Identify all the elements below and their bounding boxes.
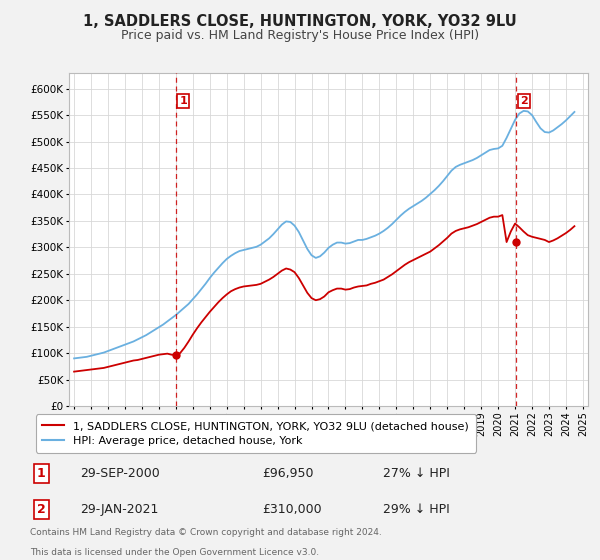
Text: This data is licensed under the Open Government Licence v3.0.: This data is licensed under the Open Gov… (30, 548, 319, 557)
Text: 2: 2 (37, 503, 46, 516)
Text: 1: 1 (179, 96, 187, 106)
Text: £310,000: £310,000 (262, 503, 322, 516)
Text: 27% ↓ HPI: 27% ↓ HPI (383, 467, 450, 480)
Text: 1, SADDLERS CLOSE, HUNTINGTON, YORK, YO32 9LU: 1, SADDLERS CLOSE, HUNTINGTON, YORK, YO3… (83, 14, 517, 29)
Text: 1: 1 (37, 467, 46, 480)
Text: Price paid vs. HM Land Registry's House Price Index (HPI): Price paid vs. HM Land Registry's House … (121, 29, 479, 42)
Text: 29% ↓ HPI: 29% ↓ HPI (383, 503, 450, 516)
Legend: 1, SADDLERS CLOSE, HUNTINGTON, YORK, YO32 9LU (detached house), HPI: Average pri: 1, SADDLERS CLOSE, HUNTINGTON, YORK, YO3… (35, 414, 476, 452)
Text: Contains HM Land Registry data © Crown copyright and database right 2024.: Contains HM Land Registry data © Crown c… (30, 528, 382, 537)
Text: 29-JAN-2021: 29-JAN-2021 (80, 503, 158, 516)
Text: 29-SEP-2000: 29-SEP-2000 (80, 467, 160, 480)
Text: £96,950: £96,950 (262, 467, 313, 480)
Text: 2: 2 (520, 96, 527, 106)
